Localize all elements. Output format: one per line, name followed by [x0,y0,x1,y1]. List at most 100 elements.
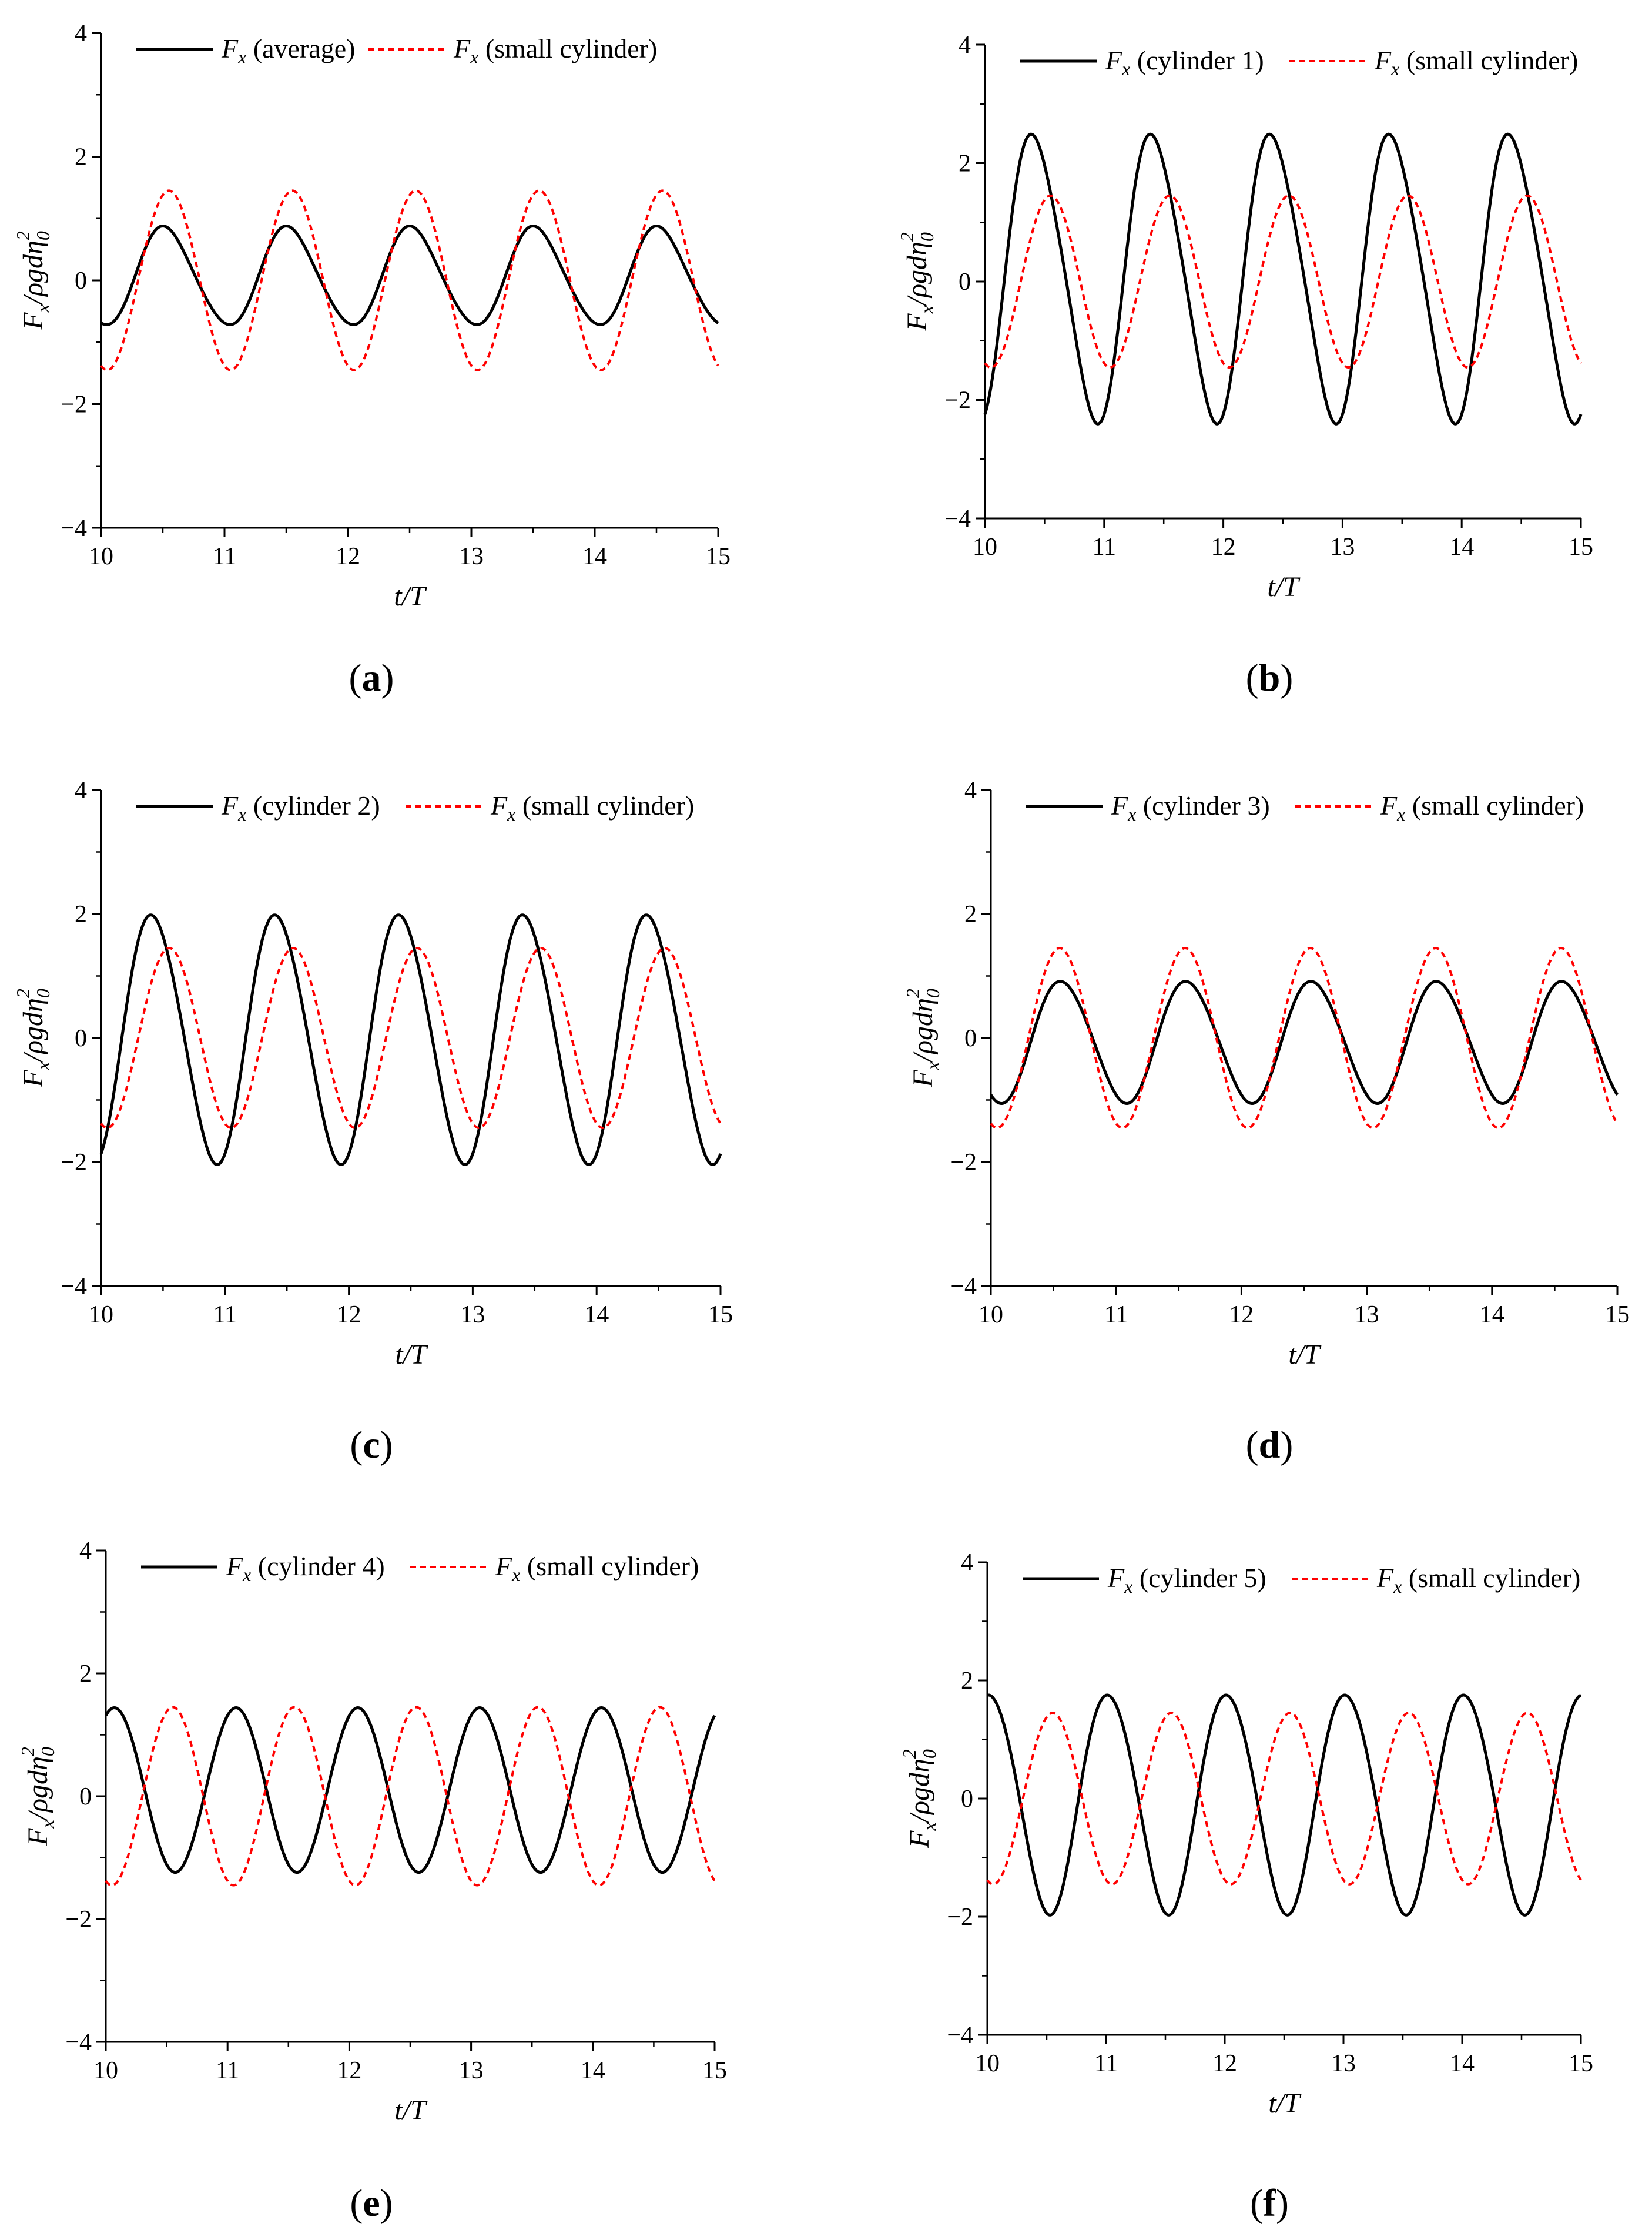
legend-entry: Fx (cylinder 2) [221,791,380,825]
chart-panel-c: 10 11 12 13 14 15 −4 −2 0 2 4 t/T Fx/ρgdη02 Fx (cylin… [12,777,733,1466]
x-tick-label: 12 [337,2057,361,2084]
legend-entry: Fx (small cylinder) [1374,45,1578,79]
legend-entry: Fx (cylinder 3) [1111,791,1270,825]
x-tick-label: 14 [1450,2050,1475,2077]
x-tick-label: 12 [1212,2050,1237,2077]
x-tick-label: 15 [706,543,731,570]
legend-entry: Fx (cylinder 1) [1105,45,1264,79]
series-line-small-cylinder [105,1706,716,1887]
y-tick-label: 0 [961,1786,973,1813]
x-tick-label: 13 [1355,1301,1379,1328]
x-tick-label: 13 [1331,2050,1356,2077]
y-tick-label: 0 [75,267,87,294]
y-tick-label: −4 [947,2022,973,2049]
series-line-small-cylinder [984,194,1582,369]
legend-entry: Fx (small cylinder) [1380,791,1584,825]
panel-label: (b) [1246,657,1294,699]
chart-panel-d: 10 11 12 13 14 15 −4 −2 0 2 4 t/T Fx/ρgdη02 Fx (cylin… [902,777,1630,1466]
y-tick-label: −4 [944,505,971,533]
series-line-main [983,132,1583,426]
x-tick-label: 14 [584,1301,609,1328]
series-line-small-cylinder [990,946,1619,1130]
series-line-small-cylinder [100,946,722,1130]
y-tick-label: 0 [964,1025,977,1052]
x-tick-label: 14 [582,543,607,570]
x-tick-label: 11 [1094,2050,1118,2077]
x-tick-label: 11 [213,543,236,570]
y-tick-label: 4 [959,32,971,59]
y-tick-label: −2 [950,1149,977,1176]
chart-panel-a: 10 11 12 13 14 15 −4 −2 0 2 4 t/T Fx/ρgdη02 Fx (avera… [12,20,731,699]
y-tick-label: 4 [964,777,977,804]
x-tick-label: 15 [702,2057,727,2084]
x-tick-label: 10 [93,2057,118,2084]
series-line-small-cylinder [100,189,719,371]
y-tick-label: 0 [79,1783,92,1810]
y-tick-label: 2 [959,150,971,178]
y-tick-label: 4 [75,20,87,47]
panel-label: (f) [1250,2182,1289,2225]
x-tick-label: 11 [1104,1301,1128,1328]
series-line-small-cylinder [986,1712,1582,1886]
x-axis-label: t/T [1267,571,1301,602]
y-tick-label: −2 [944,387,971,414]
y-axis-label: Fx/ρgdη02 [17,1747,58,1846]
y-tick-label: −2 [65,1906,92,1933]
x-tick-label: 10 [89,1301,113,1328]
y-tick-label: 4 [79,1538,92,1565]
y-tick-label: −2 [61,1149,87,1176]
y-axis-label: Fx/ρgdη02 [12,989,53,1088]
x-tick-label: 15 [1569,534,1593,561]
legend-entry: Fx (small cylinder) [490,791,694,825]
y-axis-label: Fx/ρgdη02 [902,989,943,1088]
x-tick-label: 13 [459,543,484,570]
x-tick-label: 10 [89,543,113,570]
y-tick-label: −4 [61,1273,87,1300]
y-tick-label: −4 [61,515,87,542]
panel-label: (c) [350,1424,393,1466]
y-tick-label: −4 [950,1273,977,1300]
x-tick-label: 13 [1330,534,1355,561]
x-tick-label: 11 [213,1301,237,1328]
x-tick-label: 13 [459,2057,484,2084]
y-tick-label: −4 [65,2029,92,2056]
chart-panel-e: 10 11 12 13 14 15 −4 −2 0 2 4 t/T Fx/ρgdη02 Fx (cylin… [17,1538,727,2225]
panel-label: (e) [350,2182,393,2225]
x-tick-label: 11 [216,2057,239,2084]
x-tick-label: 12 [1211,534,1236,561]
x-tick-label: 10 [979,1301,1003,1328]
y-tick-label: 2 [964,901,977,928]
series-line-main [104,1706,716,1874]
x-tick-label: 10 [973,534,997,561]
series-line-main [99,913,722,1167]
x-tick-label: 14 [1480,1301,1504,1328]
x-axis-label: t/T [394,581,427,612]
x-axis-label: t/T [394,2095,428,2126]
legend-entry: Fx (small cylinder) [1376,1563,1580,1597]
y-axis-label: Fx/ρgdη02 [896,232,937,331]
x-tick-label: 14 [581,2057,605,2084]
legend-entry: Fx (cylinder 4) [226,1551,385,1585]
x-axis-label: t/T [1288,1339,1322,1370]
y-tick-label: 2 [75,144,87,171]
y-tick-label: 0 [959,269,971,296]
x-tick-label: 14 [1449,534,1474,561]
legend-entry: Fx (average) [221,34,355,68]
chart-panel-b: 10 11 12 13 14 15 −4 −2 0 2 4 t/T Fx/ρgdη02 Fx (cylin… [896,32,1593,699]
y-axis-label: Fx/ρgdη02 [899,1749,940,1848]
y-tick-label: 2 [75,901,87,928]
x-tick-label: 11 [1093,534,1116,561]
x-tick-label: 12 [337,1301,361,1328]
legend-entry: Fx (cylinder 5) [1107,1563,1266,1597]
x-tick-label: 10 [975,2050,1000,2077]
y-tick-label: 2 [79,1660,92,1687]
y-tick-label: −2 [61,391,87,418]
series-line-main [987,1693,1581,1917]
y-tick-label: −2 [947,1904,973,1931]
y-axis-label: Fx/ρgdη02 [12,231,53,330]
y-tick-label: 4 [961,1549,973,1576]
panel-label: (a) [349,657,394,699]
y-tick-label: 2 [961,1667,973,1695]
x-tick-label: 12 [336,543,360,570]
